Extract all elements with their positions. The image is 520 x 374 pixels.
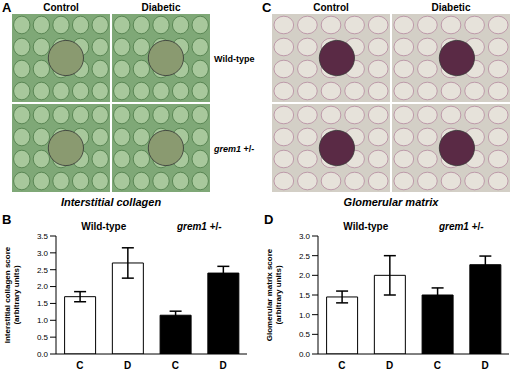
svg-text:Wild-type: Wild-type xyxy=(81,221,126,232)
svg-text:Glomerular matrix score(arbitr: Glomerular matrix score(arbitrary units) xyxy=(265,248,283,341)
svg-text:C: C xyxy=(76,360,83,371)
svg-text:Diabetic: Diabetic xyxy=(142,2,181,13)
svg-text:Wild-type: Wild-type xyxy=(214,54,254,64)
svg-text:D: D xyxy=(220,360,227,371)
svg-text:D: D xyxy=(386,360,393,371)
svg-text:Control: Control xyxy=(313,2,349,13)
svg-text:1.5: 1.5 xyxy=(299,291,311,300)
svg-text:3.0: 3.0 xyxy=(37,249,49,258)
svg-text:Interstitial collagen: Interstitial collagen xyxy=(61,196,162,208)
svg-text:1.0: 1.0 xyxy=(37,316,49,325)
svg-text:3.5: 3.5 xyxy=(37,232,49,241)
svg-text:C: C xyxy=(434,360,441,371)
svg-text:Wild-type: Wild-type xyxy=(343,221,388,232)
svg-text:0.5: 0.5 xyxy=(37,333,49,342)
svg-text:2.0: 2.0 xyxy=(299,271,311,280)
svg-text:Diabetic: Diabetic xyxy=(432,2,471,13)
svg-text:D: D xyxy=(124,360,131,371)
svg-text:2.5: 2.5 xyxy=(37,266,49,275)
svg-text:B: B xyxy=(2,212,11,227)
svg-text:C: C xyxy=(338,360,345,371)
svg-text:2.0: 2.0 xyxy=(37,282,49,291)
svg-text:0.0: 0.0 xyxy=(299,350,311,359)
svg-text:Glomerular matrix: Glomerular matrix xyxy=(344,196,440,208)
svg-text:0.0: 0.0 xyxy=(37,350,49,359)
svg-text:grem1 +/-: grem1 +/- xyxy=(213,144,254,154)
svg-text:D: D xyxy=(482,360,489,371)
svg-text:C: C xyxy=(172,360,179,371)
svg-text:3.0: 3.0 xyxy=(299,232,311,241)
svg-text:0.5: 0.5 xyxy=(299,330,311,339)
svg-text:1.0: 1.0 xyxy=(299,311,311,320)
svg-text:grem1 +/-: grem1 +/- xyxy=(176,221,222,232)
svg-text:A: A xyxy=(2,0,12,15)
svg-text:2.5: 2.5 xyxy=(299,252,311,261)
svg-text:Interstitial collagen score(ar: Interstitial collagen score(arbitrary un… xyxy=(3,246,21,343)
svg-text:D: D xyxy=(264,212,273,227)
svg-text:1.5: 1.5 xyxy=(37,299,49,308)
svg-text:Control: Control xyxy=(43,2,79,13)
svg-text:grem1 +/-: grem1 +/- xyxy=(438,221,484,232)
svg-text:C: C xyxy=(262,0,272,15)
